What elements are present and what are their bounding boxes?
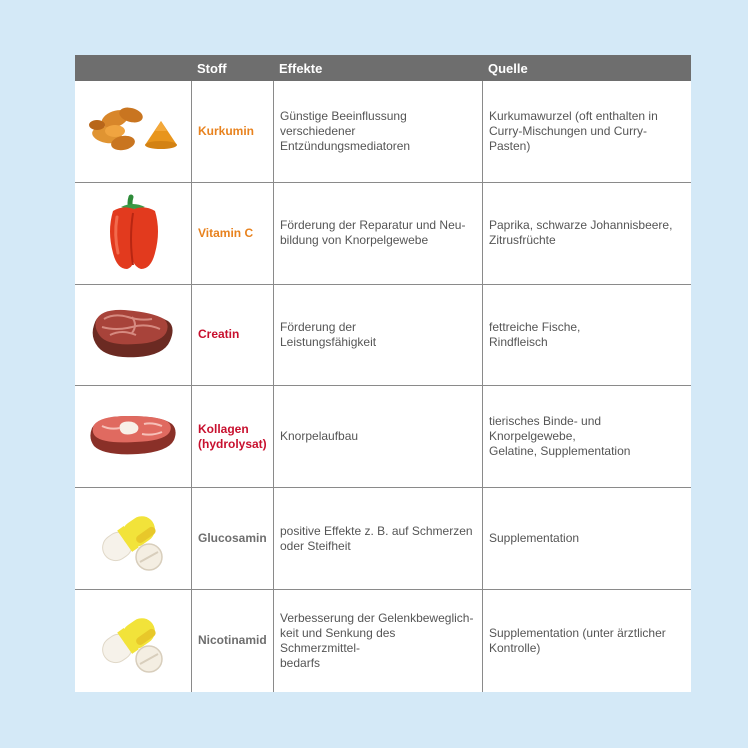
raw-meat-icon [90, 415, 176, 455]
row-image-cell [75, 183, 191, 284]
pill-icon [102, 515, 163, 571]
row-image-cell [75, 488, 191, 589]
table-row: Creatin Förderung der Leistungsfähigkeit… [75, 284, 691, 387]
stoff-name: Glucosamin [198, 531, 267, 546]
quelle-text: Supplementation [489, 531, 580, 546]
effekte-text: positive Effekte z. B. auf Schmerzen ode… [280, 523, 473, 553]
stoff-cell: Creatin [191, 284, 273, 386]
stoff-cell: Kurkumin [191, 81, 273, 182]
quelle-cell: Supplementation (unter ärztlicher Kontro… [482, 589, 691, 692]
header-stoff: Stoff [197, 60, 227, 76]
table-row: Vitamin C Förderung der Reparatur und Ne… [75, 182, 691, 285]
row-image-cell [75, 386, 191, 487]
effekte-cell: Förderung der Reparatur und Neu- bildung… [273, 182, 482, 284]
pill-icon [102, 618, 163, 673]
quelle-text: tierisches Binde- und Knorpelgewebe, Gel… [489, 414, 631, 459]
stoff-cell: Vitamin C [191, 182, 273, 284]
quelle-cell: fettreiche Fische, Rindfleisch [482, 284, 691, 386]
quelle-text: Supplementation (unter ärztlicher Kontro… [489, 625, 666, 655]
row-image-cell [75, 285, 191, 386]
table-row: Glucosamin positive Effekte z. B. auf Sc… [75, 488, 691, 590]
stoff-name: Nicotinamid [198, 633, 267, 648]
quelle-cell: Supplementation [482, 488, 691, 589]
header-effekte: Effekte [279, 60, 323, 76]
header-image-cell [75, 55, 191, 81]
quelle-cell: Kurkumawurzel (oft enthalten in Curry-Mi… [482, 81, 691, 182]
effekte-cell: positive Effekte z. B. auf Schmerzen ode… [273, 488, 482, 589]
steak-icon [92, 309, 173, 358]
effekte-text: Knorpelaufbau [280, 429, 359, 444]
stoff-name: Creatin [198, 327, 240, 342]
effekte-text: Verbesserung der Gelenkbeweglich- keit u… [280, 610, 474, 670]
effekte-cell: Knorpelaufbau [273, 386, 482, 488]
table-row: Nicotinamid Verbesserung der Gelenkbeweg… [75, 589, 691, 692]
quelle-cell: tierisches Binde- und Knorpelgewebe, Gel… [482, 386, 691, 488]
table-row: Kurkumin Günstige Beeinflussung verschie… [75, 81, 691, 183]
effekte-cell: Günstige Beeinflussung verschiedener Ent… [273, 81, 482, 182]
quelle-text: fettreiche Fische, Rindfleisch [489, 319, 581, 349]
row-image-cell [75, 81, 191, 182]
header-quelle: Quelle [488, 60, 528, 76]
table-row: Kollagen (hydrolysat) Knorpelaufbau tier… [75, 386, 691, 489]
effekte-text: Förderung der Leistungsfähigkeit [280, 319, 377, 349]
effekte-cell: Förderung der Leistungsfähigkeit [273, 284, 482, 386]
quelle-text: Paprika, schwarze Johannisbeere, Zitrusf… [489, 218, 673, 248]
stoff-name: Kollagen (hydrolysat) [198, 421, 267, 451]
quelle-text: Kurkumawurzel (oft enthalten in Curry-Mi… [489, 108, 658, 153]
stoff-cell: Nicotinamid [191, 589, 273, 692]
stoff-cell: Glucosamin [191, 488, 273, 589]
row-image-cell [75, 590, 191, 692]
nutrient-table: Stoff Effekte Quelle Kurkumin Günstige B… [75, 55, 691, 692]
effekte-text: Förderung der Reparatur und Neu- bildung… [280, 218, 466, 248]
stoff-name: Vitamin C [198, 225, 254, 240]
bell-pepper-icon [110, 194, 158, 270]
quelle-cell: Paprika, schwarze Johannisbeere, Zitrusf… [482, 182, 691, 284]
effekte-cell: Verbesserung der Gelenkbeweglich- keit u… [273, 589, 482, 692]
table-header: Stoff Effekte Quelle [75, 55, 691, 81]
effekte-text: Günstige Beeinflussung verschiedener Ent… [280, 108, 411, 153]
stoff-cell: Kollagen (hydrolysat) [191, 386, 273, 488]
turmeric-icon [89, 107, 177, 151]
stoff-name: Kurkumin [198, 123, 255, 138]
